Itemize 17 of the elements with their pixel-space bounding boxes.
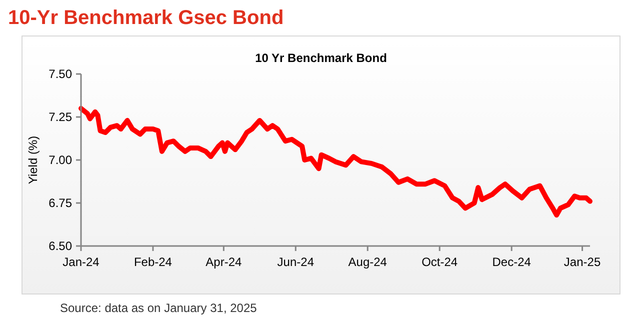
x-tick-label: Oct-24 [422,255,458,269]
y-axis-title: Yield (%) [26,136,40,184]
x-tick-label: Aug-24 [348,255,388,269]
y-tick-label: 6.50 [48,239,72,254]
x-tick-label: Jan-24 [62,255,100,269]
y-tick-label: 7.50 [48,67,72,82]
x-tick-label: Feb-24 [134,255,172,269]
y-tick-label: 7.25 [48,110,72,124]
x-tick-label: Jan-25 [564,255,601,269]
source-note: Source: data as on January 31, 2025 [60,301,258,315]
y-tick-label: 6.75 [48,196,72,210]
x-tick-label: Jun-24 [277,255,314,269]
y-tick-label: 7.00 [48,153,72,168]
chart-subtitle: 10 Yr Benchmark Bond [255,51,387,65]
x-tick-label: Apr-24 [206,255,242,269]
x-tick-label: Dec-24 [492,255,532,269]
chart-title: 10-Yr Benchmark Gsec Bond [8,7,284,29]
